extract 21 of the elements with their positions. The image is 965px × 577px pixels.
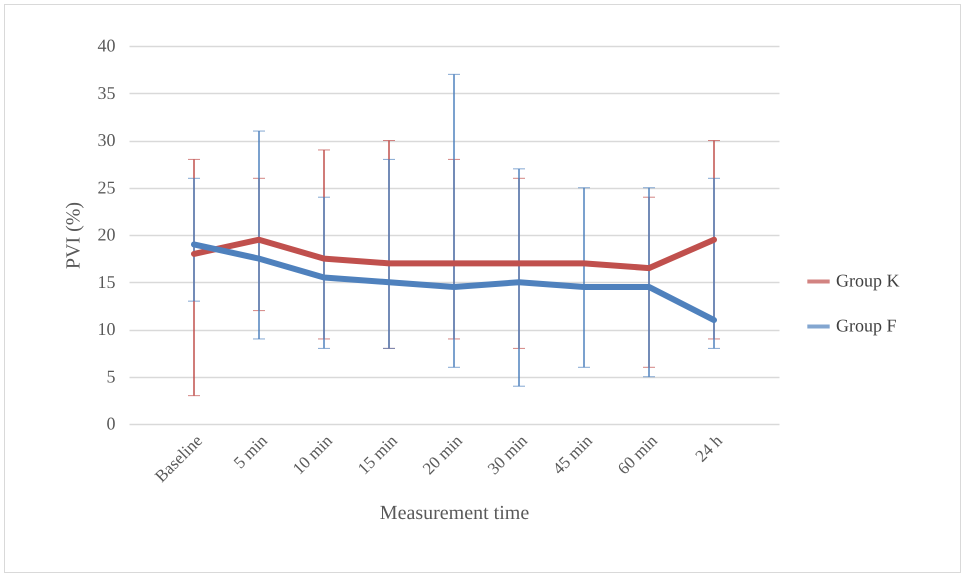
y-tick-label: 25 [98, 177, 116, 198]
x-tick-label: 45 min [548, 430, 596, 478]
x-tick-label: 15 min [354, 430, 402, 478]
legend-label: Group F [836, 316, 897, 336]
y-tick-label: 5 [106, 366, 116, 386]
y-tick-label: 30 [98, 130, 116, 150]
x-tick-label: 24 h [692, 430, 726, 466]
y-tick-label: 40 [98, 36, 116, 56]
y-axis-title: PVI (%) [62, 202, 84, 270]
y-tick-label: 0 [106, 414, 116, 434]
x-tick-label: 30 min [484, 430, 532, 478]
legend-label: Group K [836, 270, 900, 290]
x-tick-label: 20 min [418, 430, 466, 478]
x-tick-label: 5 min [230, 430, 272, 472]
y-tick-label: 20 [98, 224, 116, 244]
x-tick-label: 60 min [614, 430, 662, 478]
x-tick-label: 10 min [288, 430, 336, 478]
y-tick-label: 10 [98, 319, 116, 339]
y-tick-label: 15 [98, 272, 116, 292]
x-axis-title: Measurement time [380, 502, 530, 524]
y-tick-label: 35 [98, 82, 116, 103]
